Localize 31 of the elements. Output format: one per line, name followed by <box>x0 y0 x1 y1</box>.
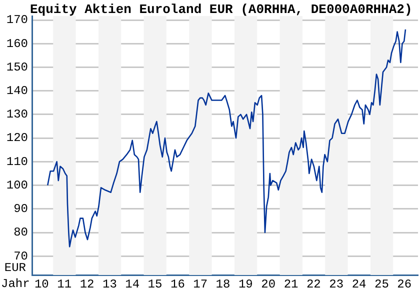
x-tick-label: 26 <box>397 277 412 292</box>
x-tick-label: 18 <box>216 277 230 292</box>
y-tick-label: 70 <box>14 249 28 264</box>
y-tick-label: 170 <box>6 13 28 28</box>
x-tick-label: 17 <box>193 277 208 292</box>
x-tick-label: 10 <box>34 277 49 292</box>
x-tick-label: 15 <box>148 277 162 292</box>
x-tick-label: 24 <box>352 277 366 292</box>
y-tick-label: 90 <box>14 202 28 216</box>
y-tick-label: 110 <box>6 154 28 169</box>
y-tick-label: 160 <box>6 36 28 51</box>
x-tick-label: 14 <box>125 277 140 292</box>
x-tick-label: 16 <box>170 277 185 292</box>
x-tick-label: 19 <box>238 277 253 292</box>
y-tick-label: 130 <box>6 108 28 122</box>
x-tick-label: 13 <box>102 277 117 292</box>
y-tick-label: 150 <box>6 60 28 74</box>
x-tick-label: 25 <box>374 277 389 292</box>
x-tick-label: 20 <box>261 277 276 292</box>
chart-title: Equity Aktien Euroland EUR (A0RHHA, DE000A0RHHA2) <box>30 2 412 17</box>
x-tick-label: 11 <box>57 277 72 292</box>
y-tick-label: 140 <box>6 84 28 98</box>
x-axis-title: Jahr <box>1 277 30 292</box>
x-tick-label: 22 <box>306 277 321 292</box>
y-tick-label: 120 <box>6 131 28 146</box>
y-tick-label: 100 <box>6 178 28 192</box>
x-tick-label: 21 <box>284 277 298 292</box>
y-tick-label: 80 <box>14 226 28 240</box>
x-tick-label: 23 <box>329 277 344 292</box>
x-tick-label: 12 <box>80 277 94 292</box>
y-axis-title: EUR <box>4 261 26 276</box>
